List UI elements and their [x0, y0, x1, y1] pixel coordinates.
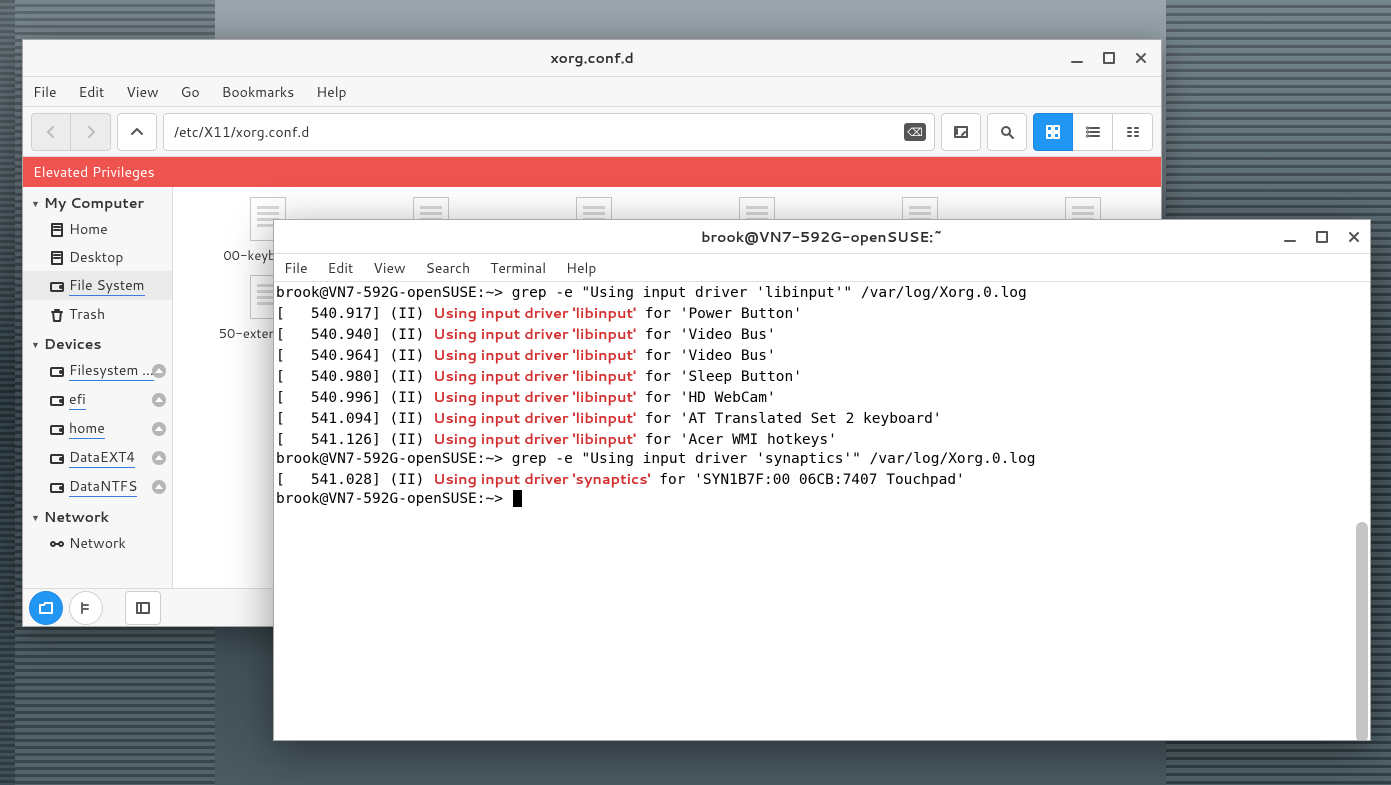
terminal-window: brook@VN7-592G-openSUSE:~ File Edit View…	[273, 219, 1371, 741]
menu-bookmarks[interactable]: Bookmarks	[222, 82, 295, 102]
maximize-button[interactable]	[1099, 48, 1119, 68]
menu-view[interactable]: View	[373, 258, 405, 278]
sidebar-item[interactable]: File System	[23, 271, 172, 300]
term-title: brook@VN7-592G-openSUSE:~	[274, 227, 1370, 247]
path-text: /etc/X11/xorg.conf.d	[174, 122, 309, 142]
close-button[interactable]	[1344, 227, 1364, 247]
sidebar-item-label: Desktop	[69, 247, 123, 267]
forward-button[interactable]	[71, 113, 111, 151]
scrollbar-thumb[interactable]	[1356, 522, 1368, 740]
sidebar-item-label: File System	[69, 275, 145, 296]
compact-view-button[interactable]	[1113, 113, 1153, 151]
menu-file[interactable]: File	[284, 258, 308, 278]
menu-help[interactable]: Help	[566, 258, 596, 278]
sidebar-item[interactable]: home	[23, 414, 172, 443]
sidebar-item-label: DataEXT4	[69, 447, 135, 468]
menu-search[interactable]: Search	[426, 258, 471, 278]
list-view-button[interactable]	[1073, 113, 1113, 151]
term-menubar: File Edit View Search Terminal Help	[274, 254, 1370, 282]
fm-titlebar[interactable]: xorg.conf.d	[23, 40, 1161, 77]
maximize-button[interactable]	[1312, 227, 1332, 247]
sidebar-item[interactable]: DataNTFS	[23, 472, 172, 501]
disk-icon	[49, 451, 63, 465]
back-button[interactable]	[31, 113, 71, 151]
sidebar-collapse-button[interactable]	[125, 591, 161, 625]
sidebar-item-label: efi	[69, 389, 86, 410]
caret-down-icon: ▼	[31, 511, 40, 524]
menu-terminal[interactable]: Terminal	[490, 258, 546, 278]
fm-title: xorg.conf.d	[23, 48, 1161, 68]
sidebar-item[interactable]: efi	[23, 385, 172, 414]
menu-edit[interactable]: Edit	[328, 258, 354, 278]
sidebar-item-label: Trash	[69, 304, 105, 324]
disk-icon	[49, 279, 63, 293]
sidebar-section-computer[interactable]: ▼My Computer	[23, 187, 172, 215]
caret-down-icon: ▼	[31, 338, 40, 351]
term-titlebar[interactable]: brook@VN7-592G-openSUSE:~	[274, 220, 1370, 254]
sidebar-item[interactable]: Network	[23, 529, 172, 557]
menu-edit[interactable]: Edit	[79, 82, 105, 102]
eject-icon[interactable]	[152, 364, 166, 378]
fm-sidebar: ▼My Computer Home Desktop File System Trash…	[23, 187, 173, 588]
sidebar-item[interactable]: Trash	[23, 300, 172, 328]
minimize-button[interactable]	[1067, 48, 1087, 68]
eject-icon[interactable]	[152, 480, 166, 494]
path-input[interactable]: /etc/X11/xorg.conf.d ⌫	[163, 113, 935, 151]
search-button[interactable]	[987, 113, 1027, 151]
close-button[interactable]	[1131, 48, 1151, 68]
open-terminal-button[interactable]	[941, 113, 981, 151]
eject-icon[interactable]	[152, 393, 166, 407]
doc-icon	[49, 250, 63, 264]
sidebar-item[interactable]: Desktop	[23, 243, 172, 271]
disk-icon	[49, 393, 63, 407]
trash-icon	[49, 307, 63, 321]
icon-view-button[interactable]	[1033, 113, 1073, 151]
sidebar-item-label: Home	[69, 219, 108, 239]
doc-icon	[49, 222, 63, 236]
disk-icon	[49, 480, 63, 494]
sidebar-item[interactable]: Home	[23, 215, 172, 243]
disk-icon	[49, 364, 63, 378]
sidebar-item[interactable]: Filesystem …	[23, 356, 172, 385]
sidebar-section-network[interactable]: ▼Network	[23, 501, 172, 529]
tree-toggle-button[interactable]	[69, 591, 103, 625]
net-icon	[49, 536, 63, 550]
sidebar-item-label: Filesystem …	[69, 360, 154, 381]
terminal-output[interactable]: brook@VN7-592G-openSUSE:~> grep -e "Usin…	[274, 282, 1370, 740]
menu-file[interactable]: File	[33, 82, 57, 102]
sidebar-item-label: DataNTFS	[69, 476, 137, 497]
menu-view[interactable]: View	[126, 82, 158, 102]
eject-icon[interactable]	[152, 451, 166, 465]
sidebar-item-label: home	[69, 418, 105, 439]
cursor	[513, 490, 522, 507]
sidebar-item[interactable]: DataEXT4	[23, 443, 172, 472]
caret-down-icon: ▼	[31, 197, 40, 210]
sidebar-item-label: Network	[69, 533, 126, 553]
fm-menubar: File Edit View Go Bookmarks Help	[23, 77, 1161, 107]
minimize-button[interactable]	[1280, 227, 1300, 247]
places-toggle-button[interactable]	[29, 591, 63, 625]
privilege-banner: Elevated Privileges	[23, 157, 1161, 187]
up-button[interactable]	[117, 113, 157, 151]
privilege-text: Elevated Privileges	[33, 162, 155, 182]
clear-path-icon[interactable]: ⌫	[904, 123, 926, 141]
eject-icon[interactable]	[152, 422, 166, 436]
menu-help[interactable]: Help	[316, 82, 346, 102]
menu-go[interactable]: Go	[181, 82, 200, 102]
fm-toolbar: /etc/X11/xorg.conf.d ⌫	[23, 107, 1161, 157]
sidebar-section-devices[interactable]: ▼Devices	[23, 328, 172, 356]
disk-icon	[49, 422, 63, 436]
